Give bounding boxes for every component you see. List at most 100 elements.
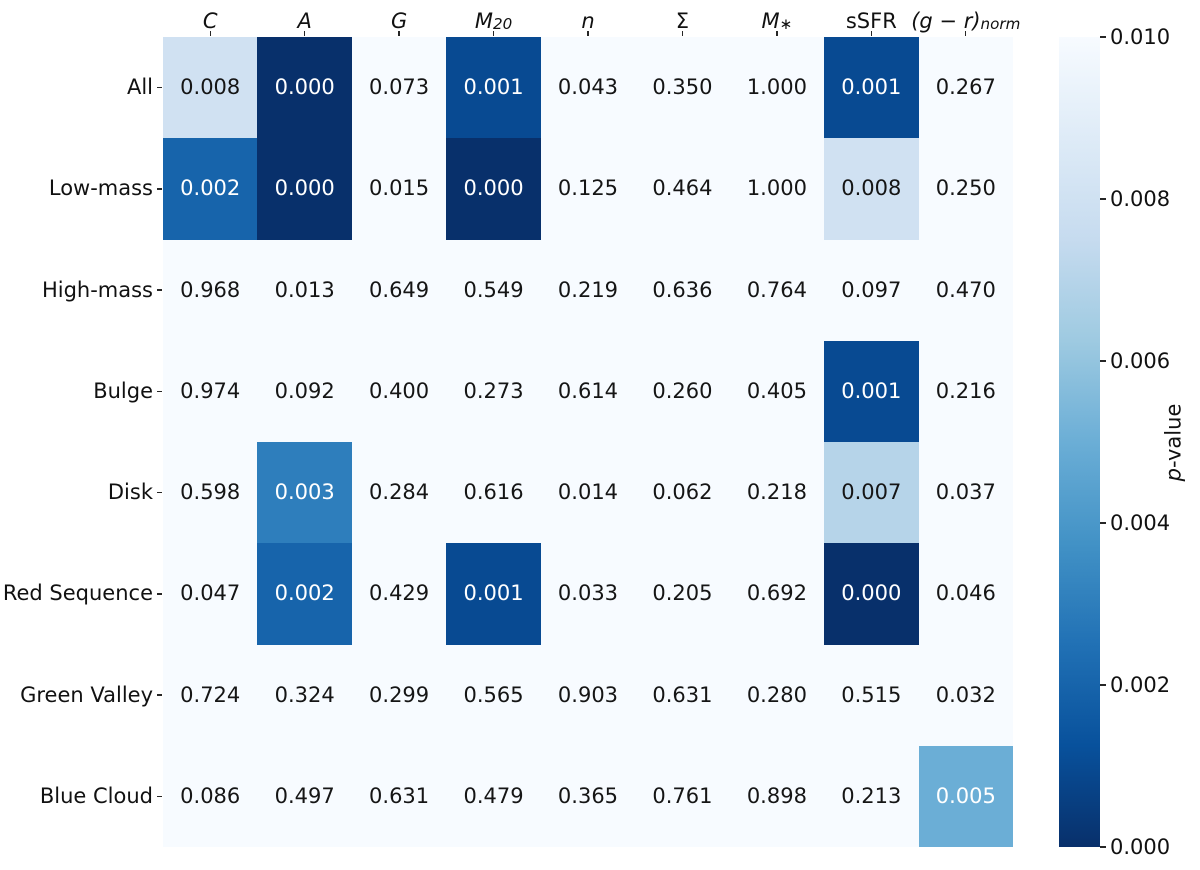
colorbar-tick (1100, 360, 1106, 362)
column-header: (g − r) norm (911, 9, 1021, 33)
row-label: Bulge (93, 378, 153, 403)
heatmap-cell: 0.097 (841, 277, 902, 302)
heatmap-cell: 0.429 (369, 581, 430, 606)
x-axis-tick (965, 31, 967, 36)
heatmap-cell: 0.033 (557, 581, 619, 606)
heatmap-cell: 0.299 (369, 682, 430, 707)
heatmap-cell: 0.692 (746, 581, 807, 606)
heatmap-cell: 0.400 (369, 378, 430, 403)
heatmap-cell: 0.001 (446, 37, 541, 139)
heatmap-cell: 0.000 (257, 37, 352, 139)
x-axis-tick (209, 31, 211, 36)
heatmap-cell: 0.073 (369, 75, 430, 100)
heatmap-cell: 0.007 (824, 442, 919, 544)
colorbar-tick-label: 0.000 (1110, 834, 1171, 859)
heatmap-cell: 0.598 (180, 480, 241, 505)
heatmap-cell: 0.205 (652, 581, 713, 606)
column-header: M ∗ (761, 9, 793, 33)
x-axis-tick (398, 31, 400, 36)
y-axis-tick (157, 491, 162, 494)
heatmap-cell: 0.003 (257, 442, 352, 544)
heatmap-cell: 0.974 (180, 378, 241, 403)
heatmap-cell: 0.324 (274, 682, 335, 707)
x-axis-tick (587, 31, 589, 36)
heatmap-cell: 0.761 (652, 783, 713, 808)
y-axis-tick (157, 390, 162, 393)
heatmap-cell: 0.631 (369, 783, 430, 808)
colorbar-tick (1100, 846, 1106, 848)
column-header: C (202, 9, 218, 33)
colorbar-tick (1100, 198, 1106, 200)
heatmap-cell: 0.213 (841, 783, 902, 808)
heatmap-cell: 0.000 (257, 138, 352, 240)
column-header: Σ (675, 9, 690, 33)
y-axis-tick (157, 86, 162, 89)
heatmap-cell: 0.464 (652, 176, 713, 201)
heatmap-cell: 0.001 (446, 543, 541, 645)
heatmap-cell: 0.086 (180, 783, 241, 808)
x-axis-tick (303, 31, 306, 36)
heatmap-cell: 0.002 (163, 138, 258, 240)
heatmap-cell: 0.014 (557, 480, 619, 505)
y-axis-tick (157, 289, 162, 291)
row-label: Low-mass (48, 176, 153, 201)
heatmap-cell: 1.000 (746, 176, 807, 201)
y-axis-tick (157, 593, 162, 595)
colorbar-tick (1100, 36, 1106, 38)
heatmap-cell: 0.280 (746, 682, 807, 707)
heatmap-cell: 0.284 (369, 480, 430, 505)
p-value-label-rest: -value (1161, 403, 1186, 468)
heatmap-cell: 0.636 (652, 277, 713, 302)
x-axis-tick (681, 31, 684, 36)
heatmap-cell: 0.062 (652, 480, 713, 505)
colorbar-tick-label: 0.002 (1110, 672, 1171, 697)
heatmap-cell: 0.405 (746, 378, 807, 403)
x-axis-tick (492, 31, 495, 36)
column-header: sSFR (845, 9, 897, 33)
heatmap-cell: 0.092 (274, 378, 335, 403)
y-axis-tick (157, 795, 162, 798)
heatmap-cell: 0.216 (935, 378, 996, 403)
column-header: G (390, 9, 408, 33)
heatmap-cell: 0.470 (935, 277, 996, 302)
column-header: A (297, 9, 312, 33)
row-label: Disk (107, 480, 153, 505)
heatmap-cell: 0.032 (935, 682, 996, 707)
colorbar-gradient (1059, 37, 1100, 847)
heatmap-cell: 0.005 (918, 745, 1013, 847)
heatmap-cell: 0.015 (369, 176, 430, 201)
heatmap-cell: 0.549 (463, 277, 524, 302)
colorbar-tick (1100, 522, 1106, 524)
colorbar-tick-label: 0.004 (1110, 510, 1171, 535)
column-header: n (581, 9, 595, 33)
heatmap-cell: 0.479 (463, 783, 524, 808)
heatmap-cell: 0.043 (557, 75, 619, 100)
heatmap-cell: 0.001 (824, 37, 919, 139)
colorbar-axis-label: p-value (1148, 37, 1200, 847)
heatmap-cell: 0.046 (935, 581, 996, 606)
heatmap-cell: 0.903 (557, 682, 619, 707)
heatmap-cell: 0.000 (824, 543, 919, 645)
heatmap-cell: 0.497 (274, 783, 335, 808)
colorbar-tick-label: 0.010 (1110, 24, 1171, 49)
heatmap-cell: 0.764 (746, 277, 807, 302)
heatmap-cell: 0.631 (652, 682, 713, 707)
colorbar-tick-label: 0.008 (1110, 186, 1171, 211)
heatmap-cell: 1.000 (746, 75, 807, 100)
row-label: Red Sequence (2, 581, 153, 606)
row-label: High-mass (41, 277, 153, 302)
row-label: All (126, 75, 153, 100)
row-label: Green Valley (20, 682, 153, 707)
heatmap-cell: 0.125 (557, 176, 619, 201)
heatmap-cell: 0.037 (935, 480, 996, 505)
y-axis-tick (157, 188, 162, 190)
heatmap-cell: 0.013 (274, 277, 335, 302)
heatmap-cell: 0.565 (463, 682, 524, 707)
heatmap-cell: 0.218 (746, 480, 807, 505)
heatmap-cell: 0.616 (463, 480, 524, 505)
heatmap-cell: 0.260 (652, 378, 713, 403)
y-axis-tick (157, 694, 162, 696)
p-value-label: p-value (1161, 403, 1186, 481)
heatmap-cell: 0.267 (935, 75, 996, 100)
heatmap-cell: 0.614 (557, 378, 619, 403)
